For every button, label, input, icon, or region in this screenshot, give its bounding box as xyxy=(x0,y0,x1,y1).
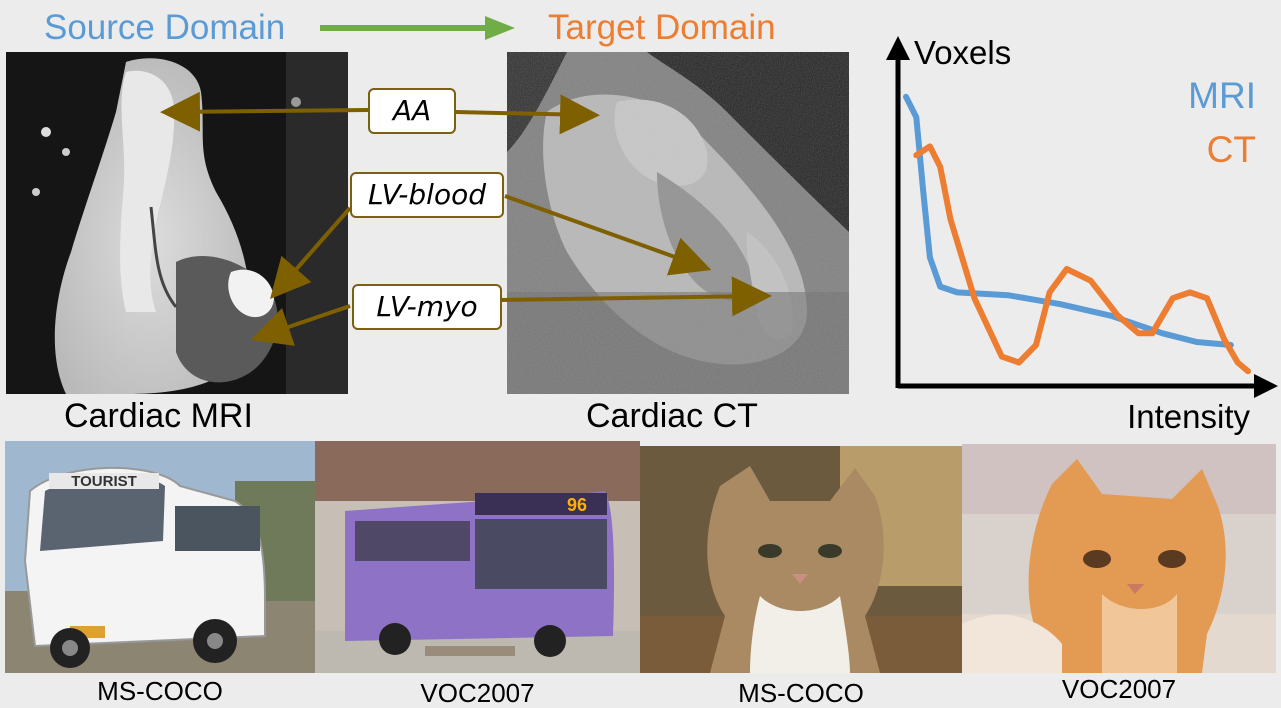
cardiac-ct-caption: Cardiac CT xyxy=(586,397,758,435)
label-aa: AA xyxy=(368,88,456,134)
x-axis-arrowhead xyxy=(1254,374,1278,398)
label-lv-myo: LV-myo xyxy=(352,284,502,330)
lv-myo-arrow-mri xyxy=(250,304,351,346)
dataset-caption: VOC2007 xyxy=(420,678,535,708)
bus-sign-text: TOURIST xyxy=(71,473,137,490)
dataset-caption: MS-COCO xyxy=(97,676,223,706)
ms-coco-cat-image xyxy=(640,446,962,673)
series-line-ct xyxy=(913,143,1251,375)
domain-transfer-arrow xyxy=(320,16,515,40)
series-line-mri xyxy=(903,93,1234,348)
lv-myo-arrow-ct xyxy=(499,276,772,317)
voc2007-cat-image xyxy=(962,444,1276,673)
legend-mri: MRI xyxy=(1188,75,1256,116)
dataset-caption: MS-COCO xyxy=(738,678,864,708)
label-lv-blood: LV-blood xyxy=(350,172,504,218)
lv-blood-arrow-mri xyxy=(270,206,352,300)
y-axis-arrowhead xyxy=(886,36,910,60)
lv-blood-arrow-ct xyxy=(504,194,712,276)
target-domain-label: Target Domain xyxy=(548,8,776,47)
bus-route-number: 96 xyxy=(567,495,587,515)
legend-ct: CT xyxy=(1207,129,1256,170)
x-axis-label: Intensity xyxy=(1127,398,1250,435)
source-domain-label: Source Domain xyxy=(44,8,286,47)
cardiac-mri-caption: Cardiac MRI xyxy=(64,397,253,435)
intensity-histogram-chart: Voxels Intensity MRI CT xyxy=(886,34,1278,435)
aa-arrow-ct xyxy=(455,94,600,135)
voc2007-bus-image: 96 xyxy=(315,441,640,673)
ms-coco-bus-image: TOURIST xyxy=(5,441,315,673)
aa-arrow-mri xyxy=(160,91,369,132)
dataset-caption: VOC2007 xyxy=(1061,674,1177,704)
y-axis-label: Voxels xyxy=(914,34,1011,71)
